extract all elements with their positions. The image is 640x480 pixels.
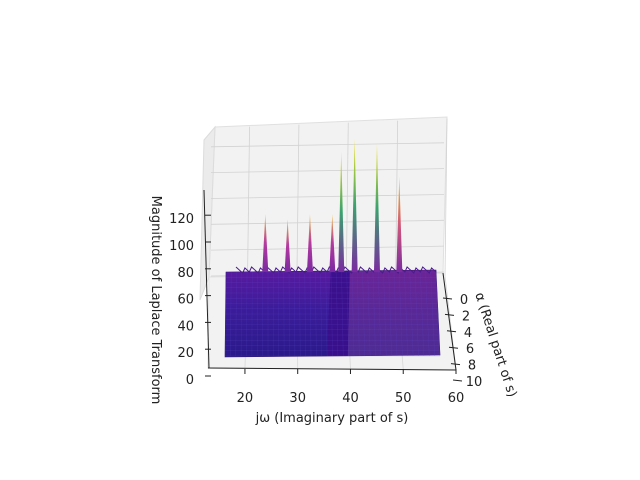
axis-lines [203,189,457,371]
z-axis-ticks: 0 20 40 60 80 100 120 [169,212,211,388]
y-axis-ticks: 02 46 810 [442,293,483,390]
z-tick-label: 100 [169,239,194,254]
y-tick-mark [446,330,457,333]
z-tick-label: 80 [177,266,194,281]
y-tick-label: 2 [462,309,470,324]
back-pane [208,116,448,278]
surface-peak [262,214,269,272]
x-tick-label: 20 [237,391,254,406]
z-tick-label: 120 [169,212,194,227]
surface-peak [329,214,336,272]
z-tick-label: 20 [177,346,194,361]
surface-peak [373,143,380,272]
y-tick-mark [452,379,463,382]
x-axis-label: jω (Imaginary part of s) [255,411,409,426]
z-tick-label: 0 [186,373,194,388]
x-tick-label: 40 [342,391,359,406]
y-tick-mark [448,346,459,349]
y-tick-mark [444,313,455,316]
y-tick-label: 8 [468,359,476,374]
x-tick-label: 50 [395,391,412,406]
y-tick-label: 6 [466,342,474,357]
x-tick-label: 30 [289,391,306,406]
surface-peak [338,151,345,272]
surface-ridge [235,266,437,274]
z-tick-label: 40 [177,319,194,334]
surface-band [326,271,350,356]
surface-peak [396,176,403,272]
x-axis-ticks: 20 30 40 50 60 [237,369,465,406]
z-axis-label: Magnitude of Laplace Transform [148,196,163,405]
surface-peak [306,214,313,272]
surface-plot [224,138,441,358]
z-tick-label: 60 [177,293,194,308]
y-tick-mark [442,297,453,300]
y-tick-label: 0 [460,293,468,308]
x-tick-label: 60 [448,391,465,406]
y-tick-label: 10 [466,375,483,390]
y-tick-mark [450,363,461,366]
surface-peak [351,138,358,272]
surface-peak [284,219,291,272]
surface-right [347,270,440,356]
y-tick-label: 4 [464,326,472,341]
